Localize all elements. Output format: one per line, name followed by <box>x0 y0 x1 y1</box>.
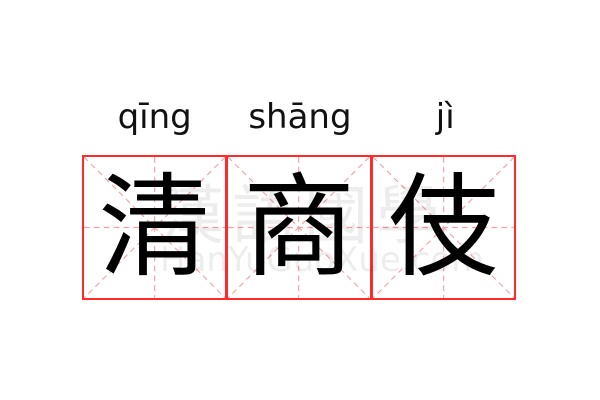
pinyin-2: shāng <box>248 97 352 137</box>
character-grid: 清 商 伎 <box>82 155 518 300</box>
pinyin-3: jì <box>435 97 455 137</box>
character-cell: 伎 <box>370 155 516 300</box>
character-3: 伎 <box>387 162 500 293</box>
character-2: 商 <box>242 162 355 293</box>
character-cell: 清 <box>82 155 228 300</box>
guide-lines <box>84 157 226 298</box>
guide-lines <box>228 157 370 298</box>
pinyin-1: qīng <box>117 97 192 137</box>
guide-lines <box>372 157 514 298</box>
character-1: 清 <box>98 162 211 293</box>
pinyin-row: qīng shāng jì <box>82 92 518 142</box>
character-cell: 商 <box>226 155 372 300</box>
